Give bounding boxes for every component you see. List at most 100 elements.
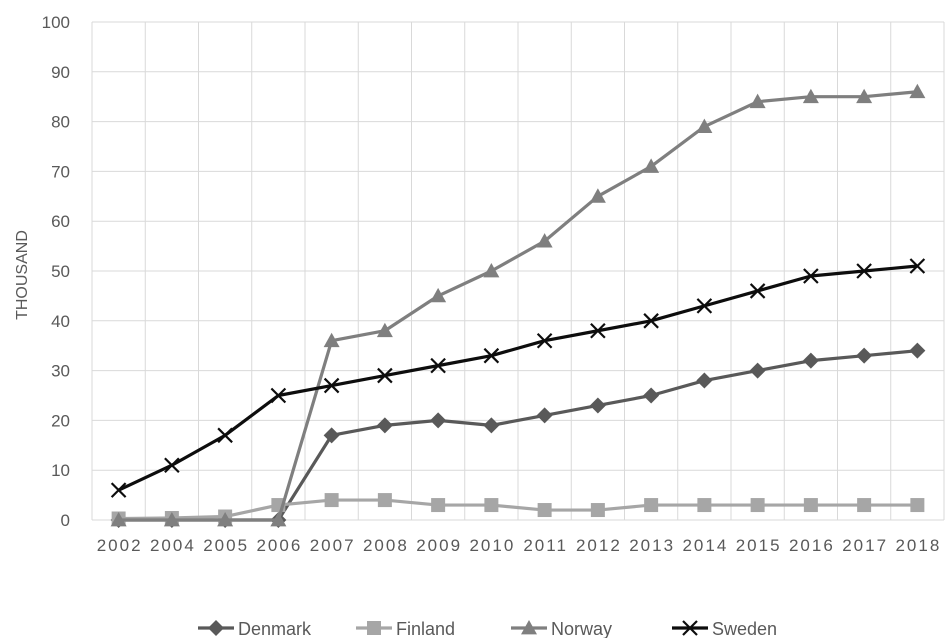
data-point-sweden bbox=[696, 298, 713, 314]
data-point-sweden bbox=[377, 367, 393, 384]
x-tick-label: 2008 bbox=[363, 536, 409, 555]
legend-marker-sweden bbox=[682, 620, 698, 636]
data-point-norway bbox=[643, 158, 660, 173]
x-axis-ticks: 2002 2004 2005 2006 2007 2008 2009 2010 2011 2012… bbox=[97, 536, 940, 555]
data-point-norway bbox=[163, 512, 180, 527]
data-point-denmark bbox=[696, 372, 713, 389]
series-line-norway bbox=[118, 90, 918, 522]
x-tick-label: 2015 bbox=[736, 536, 782, 555]
data-point-finland bbox=[750, 498, 765, 513]
data-point-sweden bbox=[164, 457, 180, 473]
data-point-finland bbox=[857, 498, 872, 513]
data-point-sweden bbox=[430, 357, 446, 374]
data-point-sweden bbox=[217, 427, 233, 444]
data-point-finland bbox=[644, 498, 659, 513]
series-sweden bbox=[110, 258, 926, 498]
x-tick-label: 2006 bbox=[256, 536, 302, 555]
data-point-sweden bbox=[270, 387, 287, 404]
data-point-denmark bbox=[856, 347, 873, 364]
x-tick-label: 2004 bbox=[150, 536, 196, 555]
y-tick-label: 0 bbox=[61, 511, 70, 530]
y-axis-label: THOUSAND bbox=[14, 230, 31, 320]
data-point-denmark bbox=[536, 407, 553, 424]
series-line-finland bbox=[118, 498, 918, 521]
data-point-sweden bbox=[643, 313, 659, 329]
data-point-finland bbox=[537, 503, 552, 518]
legend-label-sweden: Sweden bbox=[712, 619, 777, 638]
y-tick-label: 40 bbox=[51, 312, 70, 331]
y-tick-label: 90 bbox=[51, 63, 70, 82]
series-line-sweden bbox=[117, 264, 918, 492]
data-point-norway bbox=[802, 88, 819, 104]
legend-item-sweden: Sweden bbox=[672, 619, 777, 638]
legend-marker-norway bbox=[521, 620, 537, 635]
data-point-norway bbox=[589, 188, 606, 203]
data-point-finland bbox=[697, 498, 712, 513]
data-point-denmark bbox=[483, 417, 500, 434]
data-point-norway bbox=[270, 512, 287, 527]
x-tick-label: 2013 bbox=[629, 536, 675, 555]
legend-item-denmark: Denmark bbox=[198, 619, 312, 638]
data-point-norway bbox=[909, 83, 926, 99]
data-point-sweden bbox=[749, 283, 766, 299]
legend-label-norway: Norway bbox=[551, 619, 612, 638]
y-tick-label: 60 bbox=[51, 212, 70, 231]
x-tick-label: 2010 bbox=[469, 536, 515, 555]
data-point-norway bbox=[749, 93, 766, 109]
data-point-finland bbox=[910, 498, 925, 513]
y-tick-label: 80 bbox=[51, 113, 70, 132]
data-point-sweden bbox=[909, 258, 926, 274]
y-tick-label: 10 bbox=[51, 461, 70, 480]
series-group bbox=[110, 83, 926, 528]
y-tick-label: 20 bbox=[51, 411, 70, 430]
data-point-finland bbox=[377, 493, 392, 508]
x-tick-label: 2017 bbox=[842, 536, 888, 555]
data-point-sweden bbox=[856, 263, 872, 279]
data-point-denmark bbox=[430, 412, 447, 429]
data-point-sweden bbox=[536, 332, 553, 349]
x-tick-label: 2012 bbox=[576, 536, 622, 555]
y-axis-ticks: 0 10 20 30 40 50 60 70 80 90 100 bbox=[42, 13, 70, 530]
data-point-sweden bbox=[590, 322, 606, 339]
data-point-sweden bbox=[483, 347, 500, 364]
legend-marker-finland bbox=[367, 621, 381, 635]
x-tick-label: 2007 bbox=[310, 536, 356, 555]
x-tick-label: 2011 bbox=[523, 536, 568, 555]
grid bbox=[91, 21, 945, 521]
data-point-denmark bbox=[643, 387, 660, 404]
y-tick-label: 70 bbox=[51, 162, 70, 181]
legend-marker-denmark bbox=[208, 620, 224, 636]
x-tick-label: 2009 bbox=[416, 536, 462, 555]
data-point-sweden bbox=[323, 377, 340, 394]
x-tick-label: 2005 bbox=[203, 536, 249, 555]
data-point-norway bbox=[217, 512, 234, 527]
x-tick-label: 2014 bbox=[682, 536, 728, 555]
y-tick-label: 30 bbox=[51, 362, 70, 381]
data-point-norway bbox=[536, 233, 553, 248]
data-point-sweden bbox=[803, 268, 819, 284]
legend-item-finland: Finland bbox=[356, 619, 455, 638]
data-point-finland bbox=[484, 498, 499, 513]
series-norway bbox=[110, 83, 926, 527]
data-point-norway bbox=[430, 287, 447, 303]
data-point-denmark bbox=[376, 417, 393, 434]
legend-label-finland: Finland bbox=[396, 619, 455, 638]
data-point-norway bbox=[856, 88, 873, 104]
y-tick-label: 100 bbox=[42, 13, 70, 32]
data-point-norway bbox=[110, 512, 127, 527]
data-point-sweden bbox=[110, 482, 127, 498]
data-point-denmark bbox=[323, 427, 340, 444]
data-point-norway bbox=[696, 118, 713, 133]
data-point-norway bbox=[376, 322, 393, 338]
legend: Denmark Finland Norway Sweden bbox=[198, 619, 777, 638]
x-tick-label: 2002 bbox=[97, 536, 143, 555]
data-point-norway bbox=[323, 332, 340, 348]
data-point-finland bbox=[590, 503, 605, 518]
legend-label-denmark: Denmark bbox=[238, 619, 312, 638]
data-point-denmark bbox=[589, 397, 606, 414]
x-tick-label: 2016 bbox=[789, 536, 835, 555]
data-point-denmark bbox=[909, 342, 926, 359]
data-point-finland bbox=[324, 493, 339, 508]
data-point-denmark bbox=[749, 362, 766, 379]
